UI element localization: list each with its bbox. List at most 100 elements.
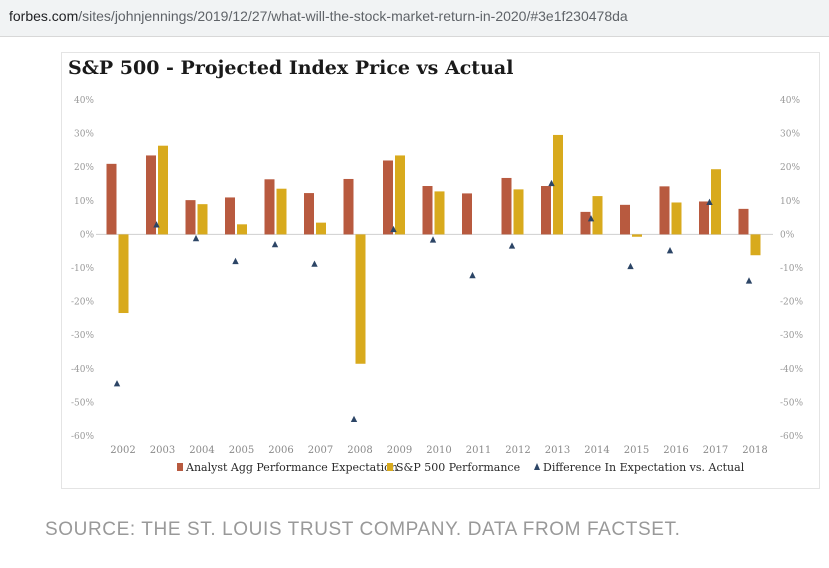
bar-expectation (501, 177, 512, 235)
difference-marker (192, 234, 200, 242)
bar-expectation (304, 193, 314, 235)
bar-expectation (422, 186, 433, 235)
bar-performance (750, 234, 761, 256)
x-tick-label: 2009 (387, 445, 412, 456)
y-tick-label-left: 0% (80, 230, 95, 240)
bar-performance (316, 222, 326, 235)
difference-marker (587, 215, 595, 222)
bar-expectation (106, 163, 117, 235)
bar-performance (711, 169, 721, 235)
url-path: /sites/johnjennings/2019/12/27/what-will… (78, 8, 628, 24)
y-tick-label-left: -40% (71, 365, 94, 375)
x-tick-label: 2018 (742, 445, 767, 456)
y-tick-label-right: 0% (780, 230, 795, 240)
bar-performance (632, 234, 642, 237)
y-tick-label-right: -30% (780, 331, 803, 341)
bar-performance (237, 224, 247, 235)
y-tick-label-right: 30% (780, 130, 800, 140)
bar-performance (434, 191, 445, 235)
difference-marker (350, 415, 358, 422)
y-tick-label-left: 30% (74, 130, 94, 140)
x-tick-label: 2007 (308, 445, 333, 456)
legend-swatch (177, 463, 183, 471)
bar-expectation (146, 155, 156, 235)
x-tick-label: 2006 (268, 445, 293, 456)
difference-marker (311, 260, 318, 267)
address-bar[interactable]: forbes.com/sites/johnjennings/2019/12/27… (0, 0, 829, 37)
y-tick-label-left: -50% (71, 398, 94, 408)
bar-expectation (738, 208, 749, 235)
bar-expectation (225, 197, 235, 235)
url-text[interactable]: forbes.com/sites/johnjennings/2019/12/27… (9, 8, 628, 24)
difference-marker (390, 225, 397, 233)
x-tick-label: 2017 (703, 445, 728, 456)
x-tick-label: 2002 (110, 445, 135, 456)
bar-expectation (659, 186, 670, 235)
legend-label: S&P 500 Performance (396, 461, 520, 474)
y-tick-label-right: -20% (780, 298, 803, 308)
y-tick-label-right: 20% (780, 163, 800, 173)
y-tick-label-left: -20% (71, 298, 94, 308)
y-tick-label-left: -10% (71, 264, 94, 274)
difference-marker (271, 240, 279, 248)
bar-expectation (383, 160, 393, 235)
y-tick-label-right: 10% (780, 197, 800, 207)
difference-marker (469, 271, 476, 279)
x-tick-label: 2010 (426, 445, 451, 456)
difference-marker (508, 242, 516, 249)
legend-swatch (534, 463, 540, 470)
x-tick-label: 2014 (584, 445, 609, 456)
legend-label: Difference In Expectation vs. Actual (543, 461, 745, 474)
bar-performance (671, 202, 682, 235)
x-tick-label: 2012 (505, 445, 530, 456)
url-host: forbes.com (9, 8, 79, 24)
difference-marker (429, 236, 437, 243)
y-tick-label-right: -10% (780, 264, 803, 274)
difference-marker (232, 257, 239, 265)
y-tick-label-left: -30% (71, 331, 94, 341)
bar-expectation (699, 201, 709, 235)
bar-performance (513, 189, 524, 235)
y-tick-label-right: -40% (780, 365, 803, 375)
difference-marker (113, 380, 121, 387)
difference-marker (627, 262, 634, 270)
bar-performance (395, 155, 405, 235)
y-tick-label-left: -60% (71, 432, 94, 442)
difference-marker (706, 198, 713, 205)
difference-marker (745, 277, 753, 284)
bar-performance (355, 234, 366, 364)
x-tick-label: 2016 (663, 445, 688, 456)
bar-performance (197, 204, 208, 235)
legend-swatch (387, 463, 393, 471)
x-tick-label: 2003 (150, 445, 175, 456)
x-tick-label: 2015 (624, 445, 649, 456)
legend-label: Analyst Agg Performance Expectation (185, 461, 398, 474)
difference-marker (153, 221, 160, 228)
x-tick-label: 2005 (229, 445, 254, 456)
y-tick-label-left: 20% (74, 163, 94, 173)
source-caption: SOURCE: THE ST. LOUIS TRUST COMPANY. DAT… (45, 519, 681, 540)
bar-expectation (541, 186, 551, 235)
difference-marker (548, 179, 555, 187)
chart-title: S&P 500 - Projected Index Price vs Actua… (68, 57, 514, 79)
bar-performance (553, 134, 563, 235)
bar-performance (276, 188, 287, 235)
bar-expectation (462, 193, 472, 235)
y-tick-label-left: 10% (74, 197, 94, 207)
bar-performance (158, 145, 168, 235)
difference-marker (666, 247, 674, 254)
bar-expectation (620, 204, 630, 235)
bar-performance (592, 196, 603, 235)
bar-expectation (264, 179, 275, 235)
bar-performance (118, 234, 129, 314)
bar-expectation (580, 211, 591, 235)
y-tick-label-right: -50% (780, 398, 803, 408)
x-tick-label: 2011 (466, 445, 491, 456)
chart-card (61, 52, 820, 489)
bar-expectation (185, 200, 196, 235)
y-tick-label-right: -60% (780, 432, 803, 442)
x-tick-label: 2013 (545, 445, 570, 456)
bar-expectation (343, 178, 354, 235)
y-tick-label-left: 40% (74, 96, 94, 106)
